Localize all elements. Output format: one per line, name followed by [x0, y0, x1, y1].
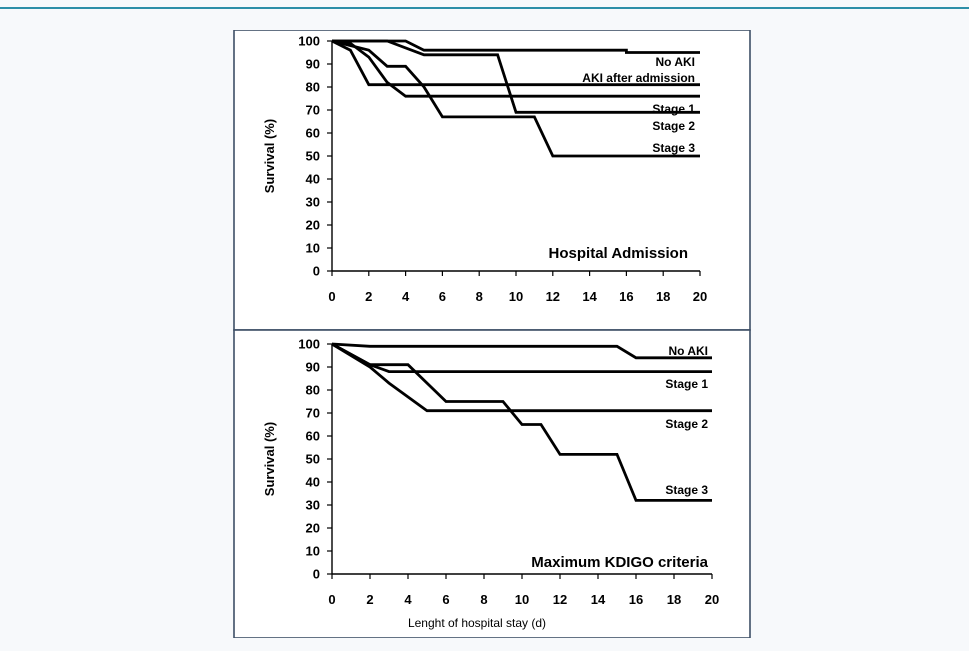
y-tick-label: 0 — [313, 567, 320, 582]
y-tick-label: 20 — [306, 521, 320, 536]
series-label-stage-1: Stage 1 — [665, 377, 708, 391]
x-tick-label: 20 — [693, 289, 707, 304]
y-tick-label: 80 — [306, 383, 320, 398]
x-tick-label: 20 — [705, 592, 719, 607]
top-rule — [0, 7, 969, 9]
y-tick-label: 50 — [306, 452, 320, 467]
y-tick-label: 20 — [306, 218, 320, 233]
panel-1: 0 10 20 30 40 50 60 70 80 90 100 0 2 4 6 8 10 12 14 16 18 20 S… — [233, 30, 751, 331]
x-tick-label: 12 — [553, 592, 567, 607]
figure: 0 10 20 30 40 50 60 70 80 90 100 0 2 4 6 8 10 12 14 16 18 20 S… — [232, 30, 752, 638]
y-tick-label: 10 — [306, 544, 320, 559]
y-tick-label: 0 — [313, 264, 320, 279]
x-tick-label: 10 — [515, 592, 529, 607]
y-tick-label: 40 — [306, 172, 320, 187]
panel-2: 0 10 20 30 40 50 60 70 80 90 100 0 2 4 6 8 10 12 14 16 18 20 S… — [233, 329, 751, 638]
series-label-stage-2: Stage 2 — [665, 417, 708, 431]
survival-curve-no-aki — [331, 342, 712, 360]
x-axis-label: Lenght of hospital stay (d) — [408, 616, 546, 630]
y-tick-label: 70 — [306, 103, 320, 118]
x-tick-label: 10 — [509, 289, 523, 304]
survival-curve-stage-3 — [331, 39, 700, 158]
y-tick-label: 100 — [298, 34, 320, 49]
panel-title: Maximum KDIGO criteria — [531, 554, 708, 571]
x-tick-label: 0 — [328, 592, 335, 607]
survival-curve-aki-after-admission — [331, 39, 700, 87]
x-tick-label: 14 — [591, 592, 606, 607]
y-tick-label: 10 — [306, 241, 320, 256]
y-tick-label: 30 — [306, 195, 320, 210]
y-tick-label: 30 — [306, 498, 320, 513]
y-tick-label: 70 — [306, 406, 320, 421]
series-label-stage-3: Stage 3 — [665, 483, 708, 497]
survival-curve-stage-2 — [332, 39, 700, 114]
y-axis-label: Survival (%) — [262, 422, 277, 496]
series-label-aki-after-admission: AKI after admission — [582, 71, 695, 85]
y-tick-label: 80 — [306, 80, 320, 95]
x-tick-label: 8 — [480, 592, 487, 607]
x-tick-label: 6 — [439, 289, 446, 304]
panel-title: Hospital Admission — [549, 245, 688, 262]
y-axis-label: Survival (%) — [262, 119, 277, 193]
x-tick-label: 6 — [442, 592, 449, 607]
x-tick-label: 16 — [619, 289, 633, 304]
y-tick-label: 90 — [306, 57, 320, 72]
y-tick-label: 60 — [306, 429, 320, 444]
series-label-stage-2: Stage 2 — [652, 119, 695, 133]
x-tick-label: 0 — [328, 289, 335, 304]
y-tick-label: 100 — [298, 337, 320, 352]
x-tick-label: 8 — [476, 289, 483, 304]
x-tick-label: 4 — [402, 289, 410, 304]
x-tick-label: 18 — [667, 592, 681, 607]
panel-frame — [233, 30, 751, 331]
y-tick-label: 50 — [306, 149, 320, 164]
y-tick-label: 90 — [306, 360, 320, 375]
x-tick-label: 12 — [546, 289, 560, 304]
panel-frame — [233, 329, 751, 638]
y-tick-label: 60 — [306, 126, 320, 141]
x-tick-label: 4 — [404, 592, 412, 607]
x-tick-label: 14 — [582, 289, 597, 304]
survival-curve-no-aki — [332, 39, 700, 54]
x-tick-label: 2 — [365, 289, 372, 304]
series-label-stage-3: Stage 3 — [652, 141, 695, 155]
x-tick-label: 2 — [366, 592, 373, 607]
series-label-no-aki: No AKI — [655, 55, 695, 69]
series-label-stage-1: Stage 1 — [652, 102, 695, 116]
survival-curve-stage-3 — [331, 342, 712, 502]
y-tick-label: 40 — [306, 475, 320, 490]
x-tick-label: 16 — [629, 592, 643, 607]
x-tick-label: 18 — [656, 289, 670, 304]
series-label-no-aki: No AKI — [668, 344, 708, 358]
survival-curve-stage-1 — [331, 39, 700, 98]
